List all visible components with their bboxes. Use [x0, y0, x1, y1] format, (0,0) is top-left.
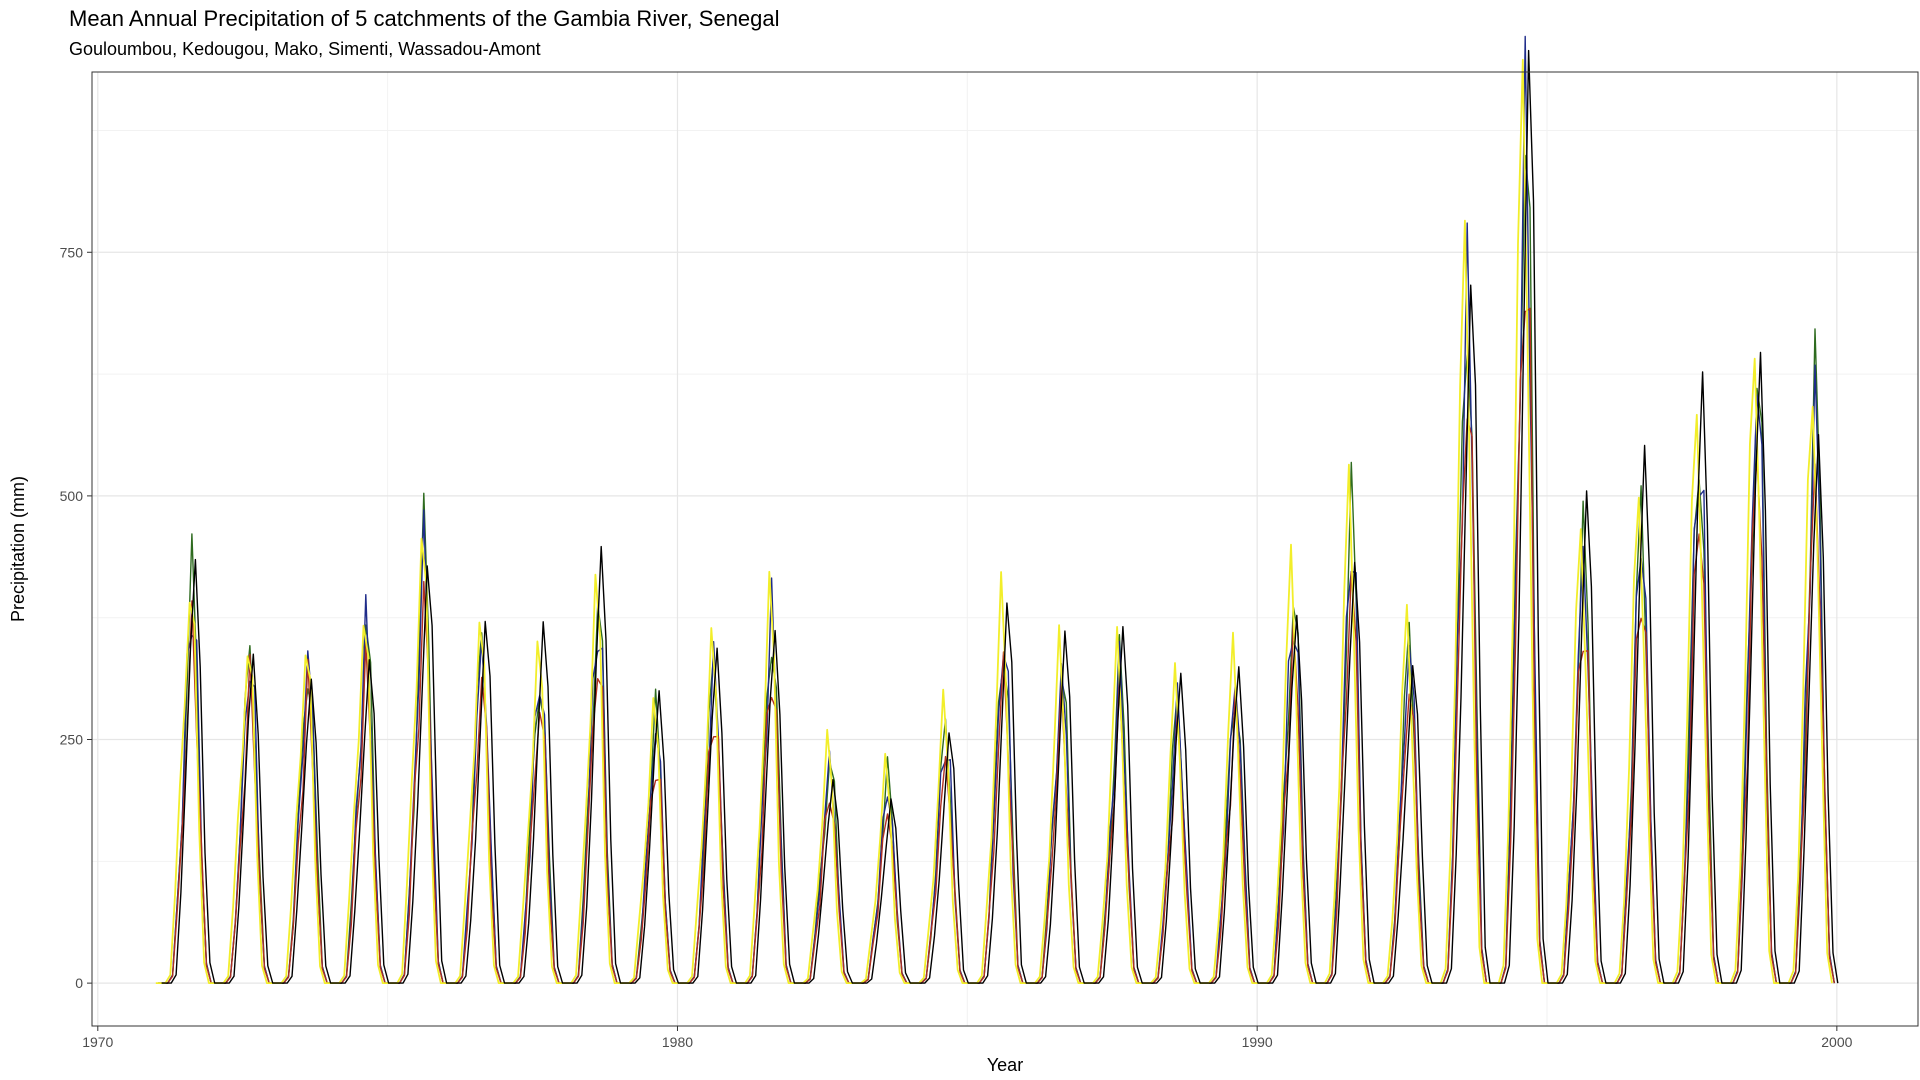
y-axis-title: Precipitation (mm) [8, 476, 28, 622]
x-tick-label: 2000 [1821, 1034, 1852, 1050]
x-tick-label: 1990 [1242, 1034, 1273, 1050]
x-axis-title: Year [987, 1055, 1023, 1075]
series-line-4 [161, 49, 1839, 984]
x-tick-label: 1970 [82, 1034, 113, 1050]
y-tick-label: 250 [60, 732, 84, 748]
x-tick-label: 1980 [662, 1034, 693, 1050]
y-tick-label: 750 [60, 244, 84, 260]
y-tick-label: 500 [60, 488, 84, 504]
chart-title: Mean Annual Precipitation of 5 catchment… [69, 6, 780, 31]
plot-panel-border [91, 71, 1919, 1027]
plot-background [92, 72, 1918, 1026]
chart-subtitle: Gouloumbou, Kedougou, Mako, Simenti, Was… [69, 39, 541, 59]
y-tick-label: 0 [75, 975, 83, 991]
